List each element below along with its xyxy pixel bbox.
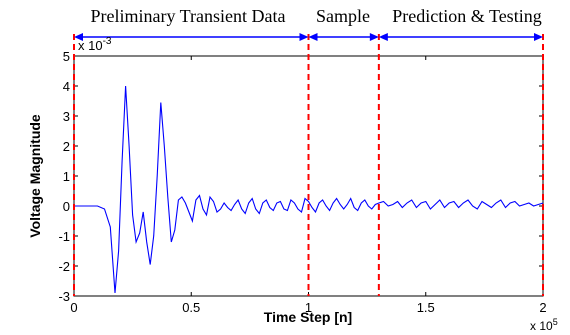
- y-tick-labels: -3 -2 -1 0 1 2 3 4 5: [58, 49, 70, 304]
- y-axis-multiplier: x 10-3: [78, 36, 112, 53]
- region-arrowhead-left: [308, 33, 318, 41]
- y-tick-label: 3: [63, 109, 70, 124]
- region-arrowhead-right: [299, 33, 309, 41]
- region-arrowhead-left: [74, 33, 83, 41]
- y-axis-label: Voltage Magnitude: [27, 114, 43, 238]
- x-axis-multiplier: x 105: [530, 317, 558, 333]
- x-tick-labels: 0 0.5 1 1.5 2: [70, 300, 546, 315]
- y-tick-label: 1: [63, 169, 70, 184]
- region-arrowhead-right: [369, 33, 379, 41]
- y-tick-label: -3: [58, 289, 70, 304]
- series-line-voltage: [74, 85, 544, 294]
- y-tick-label: -1: [58, 229, 70, 244]
- region-label-sample: Sample: [316, 6, 370, 26]
- x-axis-label: Time Step [n]: [264, 309, 352, 325]
- x-tick-label: 1.5: [417, 300, 435, 315]
- region-label-preliminary: Preliminary Transient Data: [91, 6, 286, 26]
- x-tick-label: 1: [305, 300, 312, 315]
- region-arrowhead-left: [378, 33, 388, 41]
- y-tick-label: 2: [63, 139, 70, 154]
- region-label-prediction: Prediction & Testing: [392, 6, 541, 26]
- y-tick-label: 5: [63, 49, 70, 64]
- x-tick-label: 0: [70, 300, 77, 315]
- x-tick-label: 0.5: [182, 300, 200, 315]
- region-arrowhead-right: [534, 33, 543, 41]
- region-arrows: [74, 33, 543, 41]
- y-tick-label: 4: [63, 79, 70, 94]
- region-boundary-lines: [73, 34, 544, 296]
- y-tick-label: 0: [63, 199, 70, 214]
- x-tick-label: 2: [539, 300, 546, 315]
- y-tick-label: -2: [58, 259, 70, 274]
